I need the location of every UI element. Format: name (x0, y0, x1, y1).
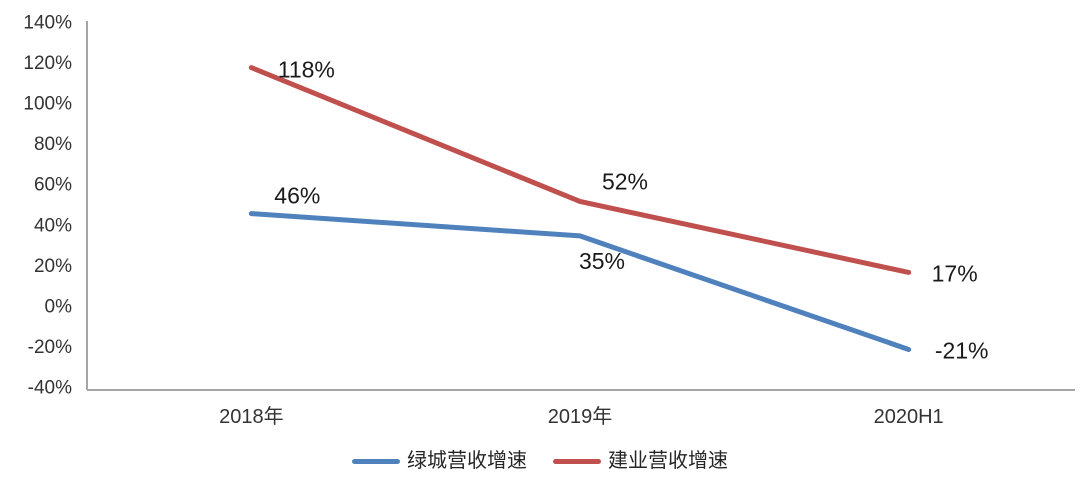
data-label: 118% (278, 57, 335, 83)
x-category-label: 2019年 (548, 405, 613, 428)
data-label: 35% (579, 248, 625, 274)
y-tick-label: 120% (23, 53, 72, 74)
series-line-1 (248, 65, 912, 275)
legend-line-swatch (553, 458, 601, 464)
data-label: 52% (602, 168, 648, 194)
x-category-label: 2020H1 (874, 406, 944, 428)
legend-line-swatch (352, 458, 400, 464)
y-tick-label: 0% (45, 296, 73, 317)
y-tick-label: 60% (34, 175, 72, 196)
y-tick-label: 40% (34, 215, 72, 236)
legend-label: 建业营收增速 (608, 450, 728, 472)
data-label: 46% (274, 183, 320, 209)
y-tick-label: -40% (28, 378, 72, 399)
y-tick-label: 80% (34, 134, 72, 155)
legend: 绿城营收增速 建业营收增速 (0, 451, 1080, 471)
y-tick-label: 100% (23, 94, 72, 115)
y-tick-label: 140% (23, 13, 72, 34)
series-line-0 (248, 211, 912, 352)
legend-item-1: 建业营收增速 (553, 451, 728, 471)
legend-item-0: 绿城营收增速 (352, 451, 527, 471)
data-label: 17% (932, 260, 978, 286)
y-tick-label: -20% (28, 337, 72, 358)
y-tick-label: 20% (34, 256, 72, 277)
legend-label: 绿城营收增速 (407, 450, 527, 472)
x-category-label: 2018年 (219, 405, 284, 428)
data-label: -21% (935, 337, 989, 363)
